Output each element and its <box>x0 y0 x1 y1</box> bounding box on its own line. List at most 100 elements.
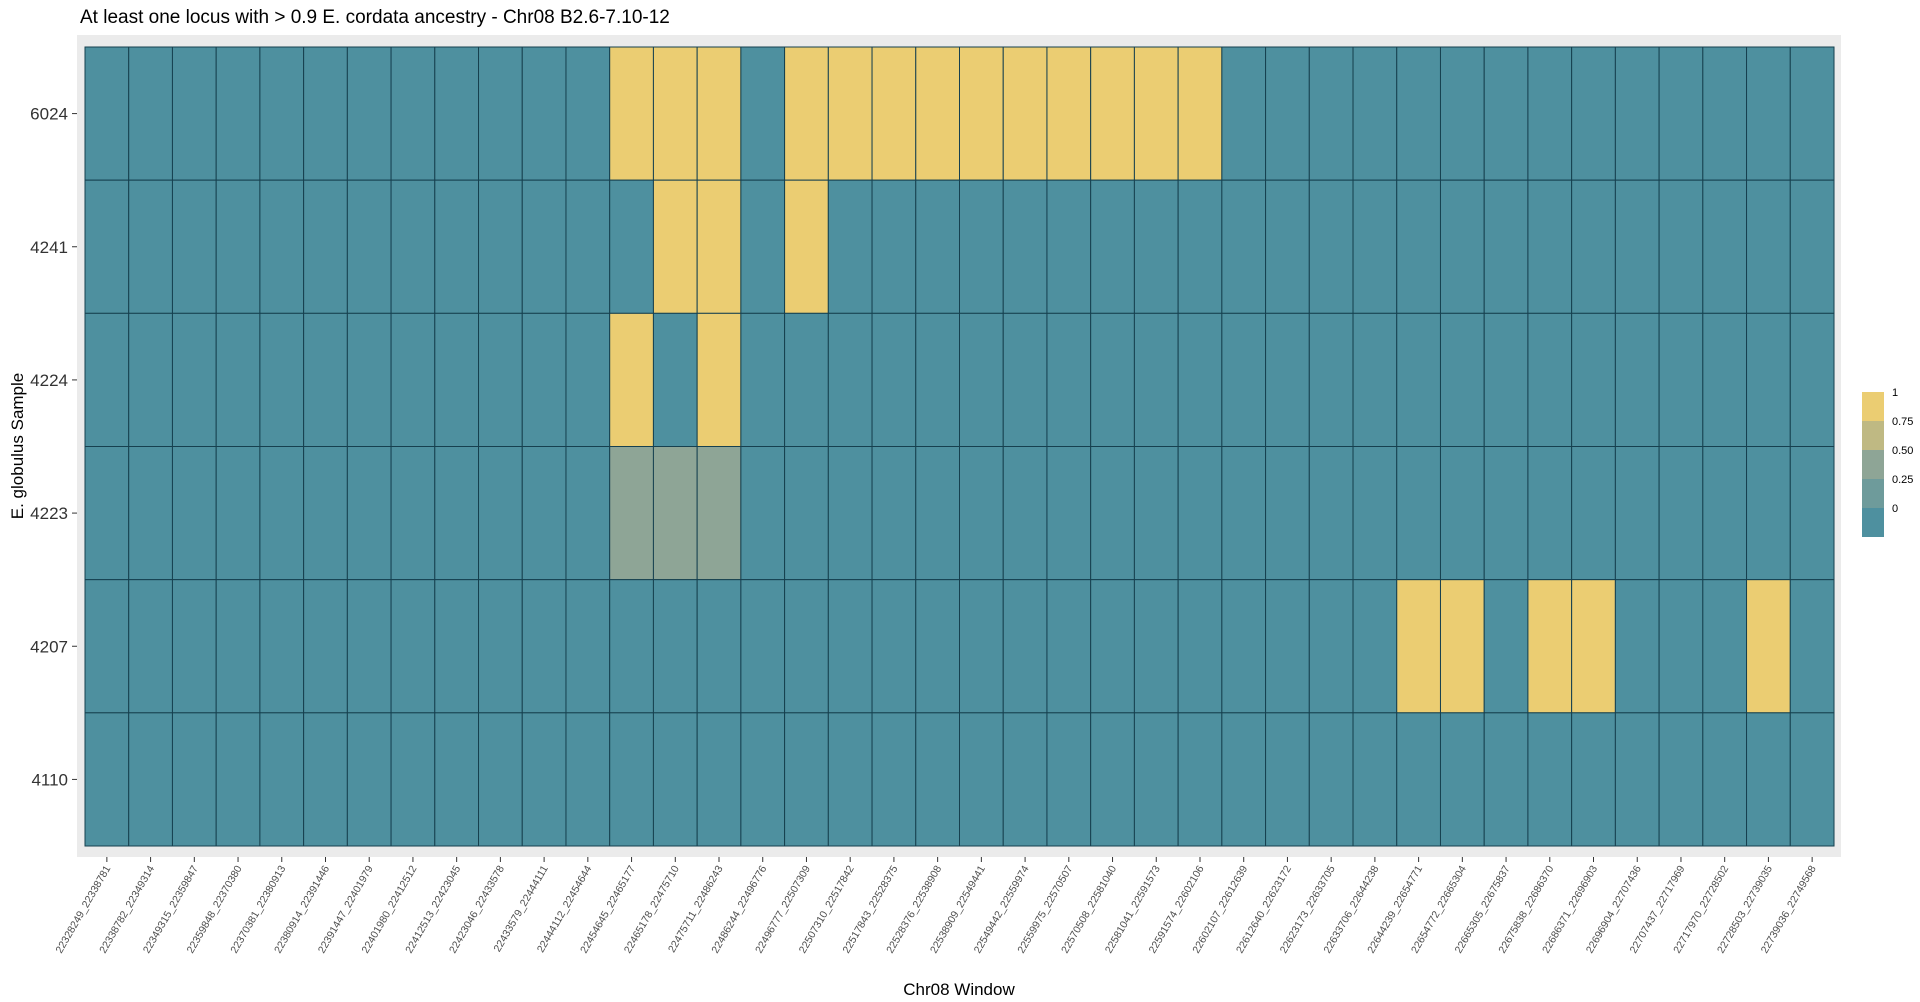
y-tick-label: 4110 <box>31 770 68 789</box>
heatmap-tile <box>84 312 130 447</box>
heatmap-tile <box>1746 712 1791 847</box>
heatmap-tile <box>1221 712 1267 847</box>
heatmap-tile <box>434 446 480 581</box>
heatmap-tile <box>915 179 961 314</box>
heatmap-tile <box>84 446 130 581</box>
heatmap-tile <box>215 579 261 714</box>
y-tick-label: 4241 <box>30 238 68 257</box>
heatmap-tile <box>652 312 698 447</box>
heatmap-tile <box>1002 446 1048 581</box>
heatmap-tile <box>478 312 523 447</box>
heatmap-tile <box>128 46 173 181</box>
heatmap-tile <box>390 179 436 314</box>
y-tick-label: 4223 <box>30 504 68 523</box>
heatmap-tile <box>1046 579 1092 714</box>
heatmap-tile <box>740 446 786 581</box>
heatmap-tile <box>1352 579 1398 714</box>
heatmap-tile <box>1439 179 1485 314</box>
heatmap-tile <box>84 46 130 181</box>
heatmap-tile <box>784 46 829 181</box>
heatmap-tile <box>1133 712 1179 847</box>
heatmap-tile <box>390 312 436 447</box>
heatmap-tile <box>609 46 654 181</box>
heatmap-tile <box>1439 579 1485 714</box>
legend-key <box>1862 450 1884 479</box>
heatmap-tile <box>215 712 261 847</box>
heatmap-tile <box>1789 579 1835 714</box>
heatmap-tile <box>1483 179 1529 314</box>
heatmap-tile <box>696 712 742 847</box>
heatmap-tile <box>1746 46 1791 181</box>
heatmap-tile <box>1746 179 1791 314</box>
heatmap-tile <box>1221 312 1267 447</box>
heatmap-tile <box>1352 446 1398 581</box>
heatmap-tile <box>171 179 217 314</box>
heatmap-tile <box>171 579 217 714</box>
heatmap-tile <box>959 46 1004 181</box>
heatmap-tile <box>171 46 217 181</box>
heatmap-tile <box>1789 46 1835 181</box>
heatmap-tile <box>1702 179 1748 314</box>
heatmap-tile <box>1396 46 1441 181</box>
heatmap-tile <box>1483 712 1529 847</box>
y-tick-label: 4224 <box>30 371 68 390</box>
heatmap-tile <box>390 712 436 847</box>
heatmap-tile <box>1483 46 1529 181</box>
legend-label: 0.50 <box>1892 445 1913 457</box>
heatmap-tile <box>652 179 698 314</box>
heatmap-tile <box>565 579 611 714</box>
heatmap-tile <box>303 579 348 714</box>
heatmap-tile <box>1789 179 1835 314</box>
y-axis: 6024 4241 4224 4223 4207 4110 <box>30 105 77 789</box>
heatmap-tile <box>1396 312 1441 447</box>
heatmap-tile <box>1527 446 1573 581</box>
heatmap-tile <box>871 712 917 847</box>
heatmap-tile <box>871 579 917 714</box>
heatmap-tile <box>1483 579 1529 714</box>
heatmap-tile <box>1352 312 1398 447</box>
heatmap-tile <box>1789 312 1835 447</box>
heatmap-tile <box>1527 179 1573 314</box>
heatmap-tile <box>390 446 436 581</box>
heatmap-tile <box>1133 312 1179 447</box>
heatmap-tile <box>1177 579 1223 714</box>
heatmap-tile <box>171 446 217 581</box>
heatmap-tile <box>215 46 261 181</box>
heatmap-tile <box>303 446 348 581</box>
heatmap-tile <box>1658 579 1704 714</box>
heatmap-tile <box>259 179 305 314</box>
heatmap-tile <box>1046 446 1092 581</box>
heatmap-tile <box>784 179 829 314</box>
heatmap-tile <box>827 712 873 847</box>
heatmap-tile <box>1527 312 1573 447</box>
heatmap-tile <box>1702 579 1748 714</box>
chart-title: At least one locus with > 0.9 E. cordata… <box>80 7 670 28</box>
heatmap-tile <box>1571 46 1616 181</box>
heatmap-tile <box>1090 712 1135 847</box>
heatmap-tile <box>1746 446 1791 581</box>
heatmap-tile <box>346 579 392 714</box>
heatmap-tile <box>915 46 961 181</box>
heatmap-tile <box>609 712 654 847</box>
heatmap-tile <box>915 312 961 447</box>
heatmap-tile <box>696 46 742 181</box>
heatmap-tile <box>390 46 436 181</box>
heatmap-tile <box>1002 712 1048 847</box>
heatmap-tile <box>478 179 523 314</box>
heatmap-tile <box>1177 179 1223 314</box>
heatmap-tile <box>259 312 305 447</box>
heatmap-tile <box>259 579 305 714</box>
heatmap-tile <box>827 579 873 714</box>
heatmap-tile <box>1396 712 1441 847</box>
heatmap-tile <box>478 46 523 181</box>
heatmap-tile <box>565 712 611 847</box>
heatmap-tile <box>915 712 961 847</box>
heatmap-tile <box>1746 579 1791 714</box>
heatmap-tile <box>1527 579 1573 714</box>
heatmap-tile <box>1571 179 1616 314</box>
heatmap-tile <box>84 712 130 847</box>
y-tick-label: 6024 <box>30 105 68 124</box>
heatmap-tile <box>609 312 654 447</box>
heatmap-tile <box>565 46 611 181</box>
